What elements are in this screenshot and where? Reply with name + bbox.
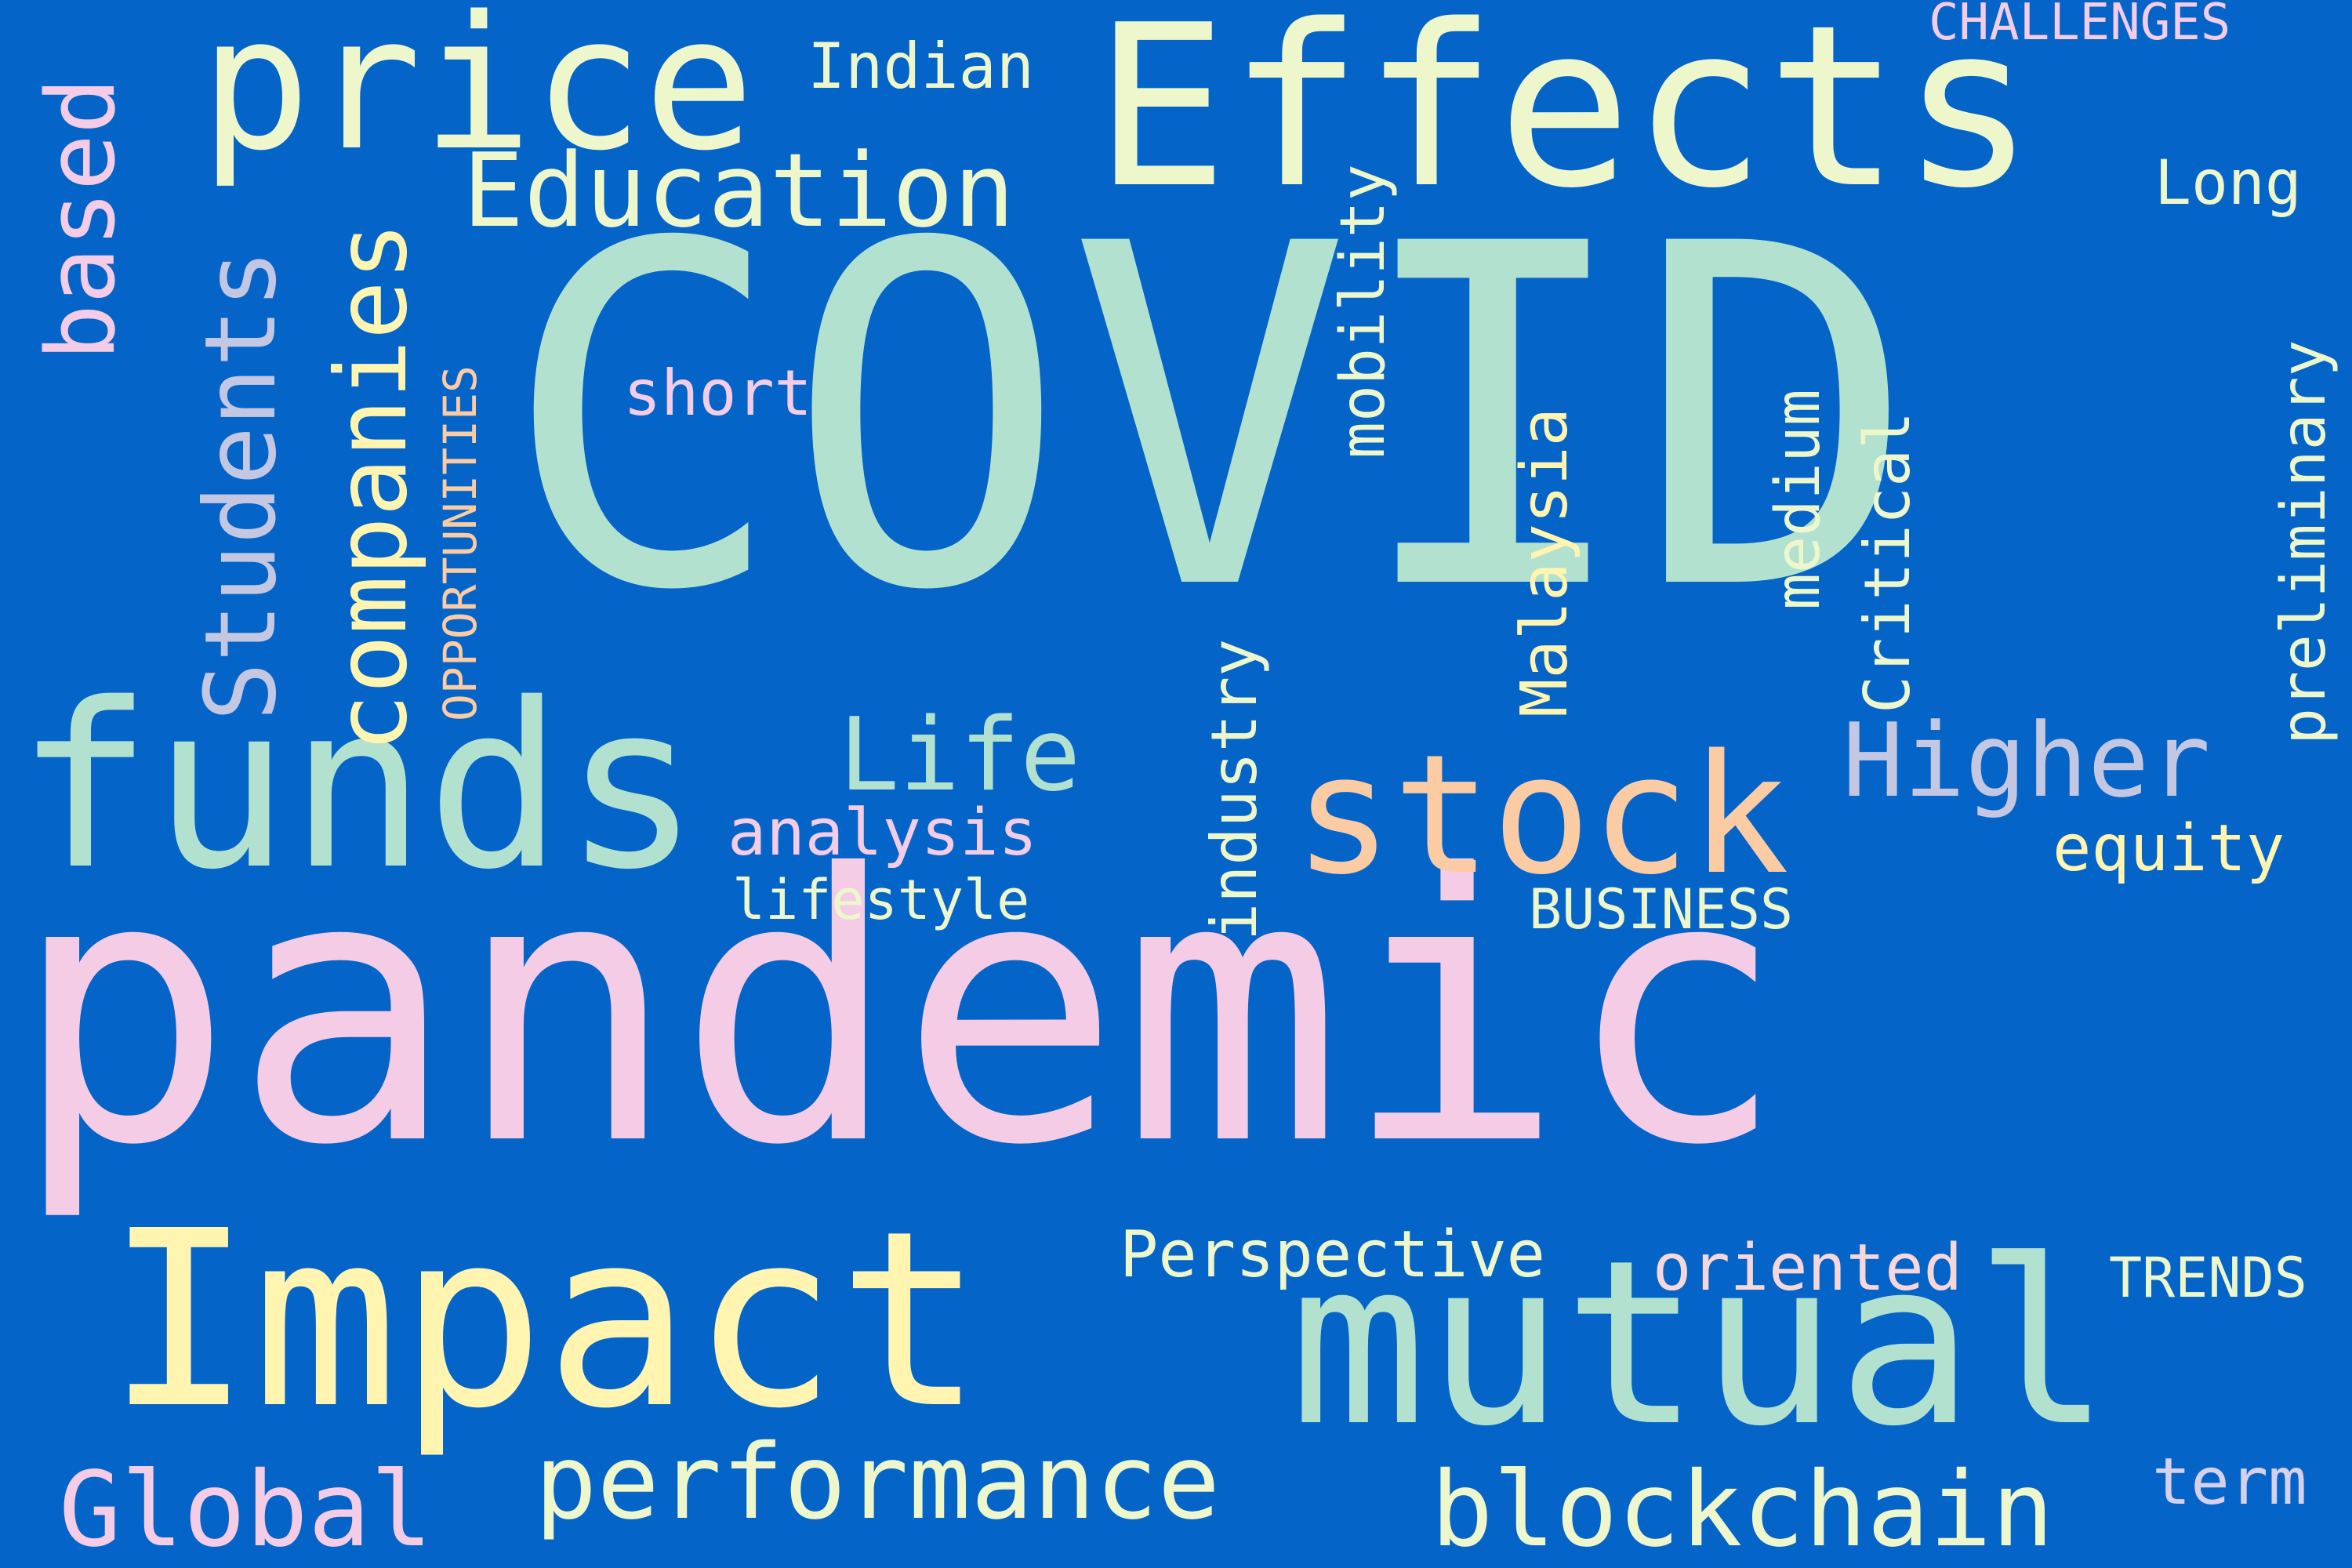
- word-mobility: mobility: [1328, 164, 1399, 459]
- word-challenges: CHALLENGES: [1929, 0, 2231, 52]
- word-life: Life: [839, 697, 1081, 814]
- word-global: Global: [59, 1450, 433, 1568]
- word-stock: stock: [1294, 719, 1790, 911]
- word-long: Long: [2154, 148, 2302, 219]
- word-business: BUSINESS: [1529, 877, 1794, 942]
- word-price: price: [200, 0, 755, 191]
- word-malaysia: Malaysia: [1508, 408, 1582, 717]
- word-analysis: analysis: [728, 796, 1037, 870]
- word-equity: equity: [2053, 811, 2285, 886]
- word-covid: COVID: [502, 145, 1918, 693]
- word-impact: Impact: [106, 1179, 984, 1462]
- word-opportunities: OPPORTUNITIES: [434, 365, 487, 721]
- word-effects: Effects: [1094, 0, 2036, 238]
- word-critical: Critical: [1851, 411, 1924, 713]
- word-higher: Higher: [1842, 701, 2211, 820]
- word-trends: TRENDS: [2109, 1246, 2307, 1310]
- word-short: short: [623, 357, 812, 430]
- word-based: based: [27, 77, 136, 361]
- word-blockchain: blockchain: [1431, 1450, 2054, 1568]
- word-funds: funds: [16, 655, 700, 920]
- word-medium: medium: [1763, 389, 1834, 610]
- word-students: Students: [184, 249, 298, 721]
- word-education: Education: [463, 131, 1015, 250]
- word-companies: companies: [315, 221, 429, 753]
- word-preliminary: preliminary: [2269, 339, 2339, 745]
- word-industry: industry: [1198, 638, 1271, 941]
- word-oriented: oriented: [1653, 1231, 1962, 1305]
- word-perspective: Perspective: [1120, 1218, 1546, 1292]
- word-performance: performance: [535, 1422, 1221, 1543]
- word-pandemic: pandemic: [12, 797, 1787, 1225]
- word-term: term: [2152, 1445, 2307, 1519]
- word-indian: Indian: [808, 30, 1034, 103]
- word-mutual: mutual: [1290, 1212, 2111, 1476]
- word-lifestyle: lifestyle: [732, 868, 1030, 932]
